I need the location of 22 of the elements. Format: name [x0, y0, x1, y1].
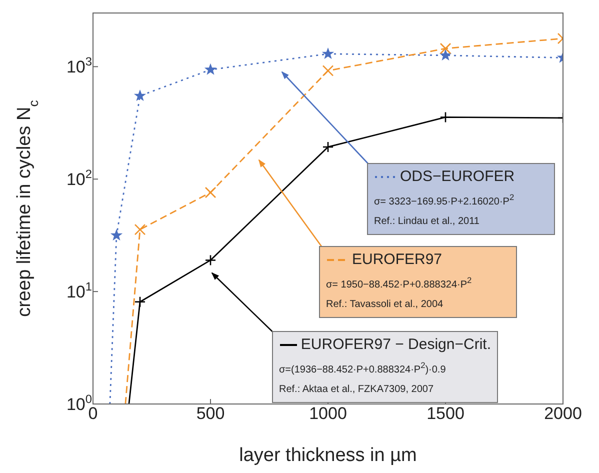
- point: [440, 50, 452, 60]
- legend-label: EUROFER97 − Design−Crit.: [300, 335, 491, 355]
- y-tick-label: 10$^{3}$: [66, 54, 92, 77]
- x-tick-label: 1000: [309, 404, 347, 423]
- x-axis-title: layer thickness in µm: [239, 445, 417, 466]
- point: [204, 64, 216, 74]
- x-tick-label: 2000: [544, 404, 582, 423]
- point: [322, 48, 334, 59]
- annotation: Ref.: Tavassoli et al., 2004: [326, 298, 444, 312]
- point: [134, 90, 146, 101]
- annotation: σ= 3323−169.95·P+2.16020·P$^{2}$: [374, 191, 516, 210]
- annotation: σ= 1950−88.452·P+0.888324·P$^{2}$: [326, 274, 473, 292]
- y-tick-label: 10$^{2}$: [66, 167, 92, 190]
- annotation: Ref.: Aktaa et al., FZKA7309, 2007: [279, 383, 435, 398]
- legend-label: ODS−EUROFER: [400, 167, 515, 187]
- legend-label: EUROFER97: [352, 250, 442, 270]
- x-tick-label: 1500: [426, 404, 464, 423]
- y-tick-label: 10$^{1}$: [66, 280, 92, 302]
- annotation: Ref.: Lindau et al., 2011: [374, 215, 480, 230]
- x-tick-label: 500: [196, 404, 225, 423]
- annotation: σ=(1936−88.452·P+0.888324·P$^{2}$)·0.9: [279, 359, 447, 378]
- point: [110, 230, 122, 240]
